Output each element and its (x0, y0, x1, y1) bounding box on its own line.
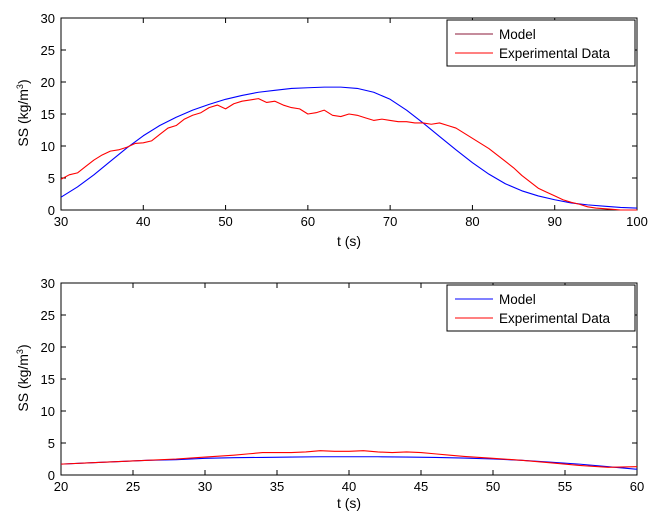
panel-a-y-tick-label: 25 (41, 43, 55, 58)
panel-a-legend-box (446, 19, 636, 67)
panel-b-x-axis-label: t (s) (337, 495, 361, 511)
panel-a-legend-label-model: Model (499, 27, 536, 42)
panel-a-x-tick-label: 90 (547, 214, 561, 229)
panel-b-y-tick-label: 10 (41, 404, 55, 419)
panel-a-x-tick-label: 70 (383, 214, 397, 229)
panel-a-x-tick-label: 30 (54, 214, 68, 229)
panel-a-y-tick-label: 5 (48, 171, 55, 186)
panel-a-legend-label-experimental-data: Experimental Data (499, 46, 611, 61)
panel-b-x-tick-label: 30 (198, 479, 212, 494)
panel-a-x-tick-label: 40 (136, 214, 150, 229)
panel-a-y-tick-label: 20 (41, 75, 55, 90)
panel-b-y-tick-label: 20 (41, 340, 55, 355)
panel-b-x-tick-label: 35 (270, 479, 284, 494)
panel-a: t (s) SS (kg/m3) a) 30405060708090100051… (15, 11, 648, 249)
panel-a-y-tick-label: 0 (48, 203, 55, 218)
panel-a-y-axis-label: SS (kg/m3) (15, 79, 31, 146)
panel-b-y-tick-label: 30 (41, 276, 55, 291)
panel-a-x-tick-label: 80 (465, 214, 479, 229)
panel-b-x-tick-label: 60 (630, 479, 644, 494)
panel-b-y-tick-label: 25 (41, 308, 55, 323)
panel-a-y-tick-label: 10 (41, 139, 55, 154)
panel-a-y-tick-label: 15 (41, 107, 55, 122)
panel-b: t (s) SS (kg/m3) b) 20253035404550556005… (15, 276, 644, 511)
panel-b-x-tick-label: 50 (486, 479, 500, 494)
panel-b-legend-label-model: Model (499, 292, 536, 307)
panel-b-legend-label-experimental-data: Experimental Data (499, 311, 611, 326)
panel-b-legend-box (446, 284, 636, 332)
panel-a-x-tick-label: 100 (626, 214, 648, 229)
panel-b-x-tick-label: 45 (414, 479, 428, 494)
panel-a-x-tick-label: 60 (301, 214, 315, 229)
panel-a-x-tick-label: 50 (218, 214, 232, 229)
panel-a-series-line-experimental-data (60, 98, 637, 211)
panel-a-x-axis-label: t (s) (337, 233, 361, 249)
panel-b-x-tick-label: 25 (126, 479, 140, 494)
panel-b-y-axis-label: SS (kg/m3) (15, 344, 31, 411)
panel-b-y-tick-label: 0 (48, 468, 55, 483)
panel-a-series-line-model (60, 86, 638, 209)
panel-a-y-tick-label: 30 (41, 11, 55, 26)
panel-b-y-tick-label: 15 (41, 372, 55, 387)
panel-b-x-tick-label: 20 (54, 479, 68, 494)
panel-b-x-tick-label: 55 (558, 479, 572, 494)
panel-b-y-tick-label: 5 (48, 436, 55, 451)
panel-b-x-tick-label: 40 (342, 479, 356, 494)
panel-b-series-line-experimental-data (60, 450, 638, 468)
